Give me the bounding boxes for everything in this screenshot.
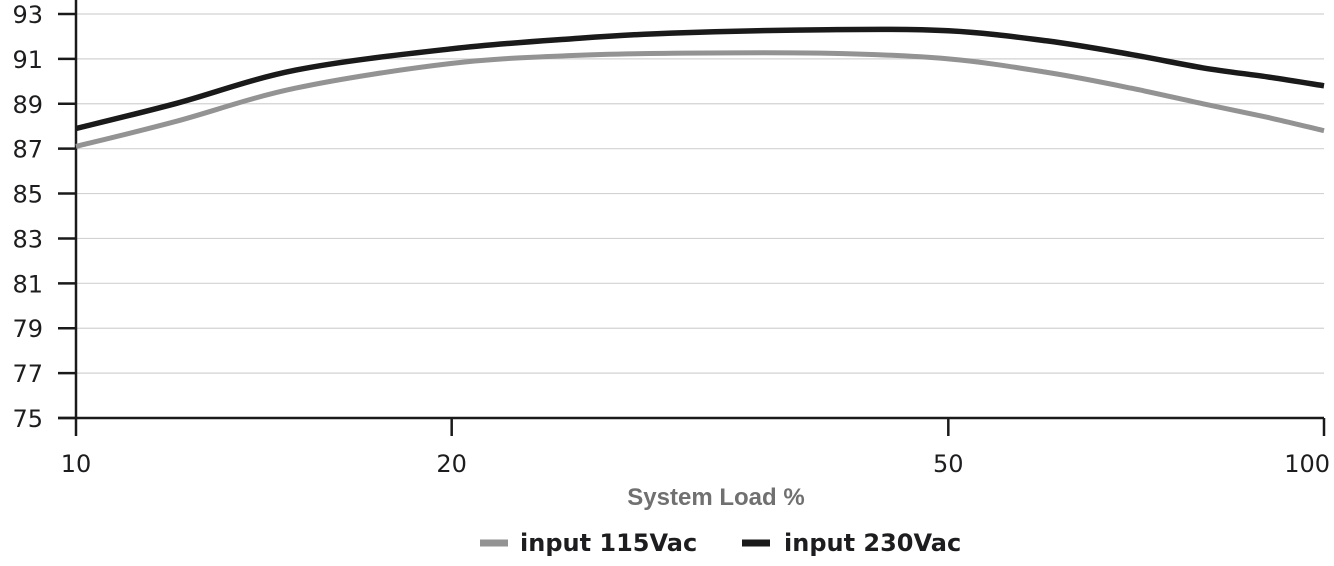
gridlines — [76, 13, 1324, 374]
legend-label-input-230vac: input 230Vac — [784, 529, 961, 557]
ytick-label-83: 83 — [12, 225, 43, 253]
ytick-label-89: 89 — [12, 91, 43, 119]
ytick-label-91: 91 — [12, 46, 43, 74]
ytick-label-87: 87 — [12, 136, 43, 164]
tick-labels: 75 77 79 81 83 85 87 89 91 93 10 20 50 100 — [12, 1, 1330, 478]
xtick-label-20: 20 — [436, 450, 467, 478]
series-lines — [75, 26, 1325, 149]
ytick-label-93: 93 — [12, 1, 43, 29]
ytick-label-77: 77 — [12, 360, 43, 388]
ytick-label-81: 81 — [12, 270, 43, 298]
ytick-label-75: 75 — [12, 405, 43, 433]
axes — [58, 0, 1326, 436]
legend-label-input-115vac: input 115Vac — [520, 529, 697, 557]
ytick-label-85: 85 — [12, 181, 43, 209]
xtick-label-100: 100 — [1284, 450, 1330, 478]
legend: input 115Vac input 230Vac — [480, 529, 961, 557]
xtick-label-10: 10 — [61, 450, 92, 478]
x-axis-label: System Load % — [627, 484, 804, 511]
ytick-label-79: 79 — [12, 315, 43, 343]
series-line-input-115vac — [75, 50, 1325, 149]
xtick-label-50: 50 — [933, 450, 964, 478]
series-line-input-230vac — [75, 26, 1325, 132]
